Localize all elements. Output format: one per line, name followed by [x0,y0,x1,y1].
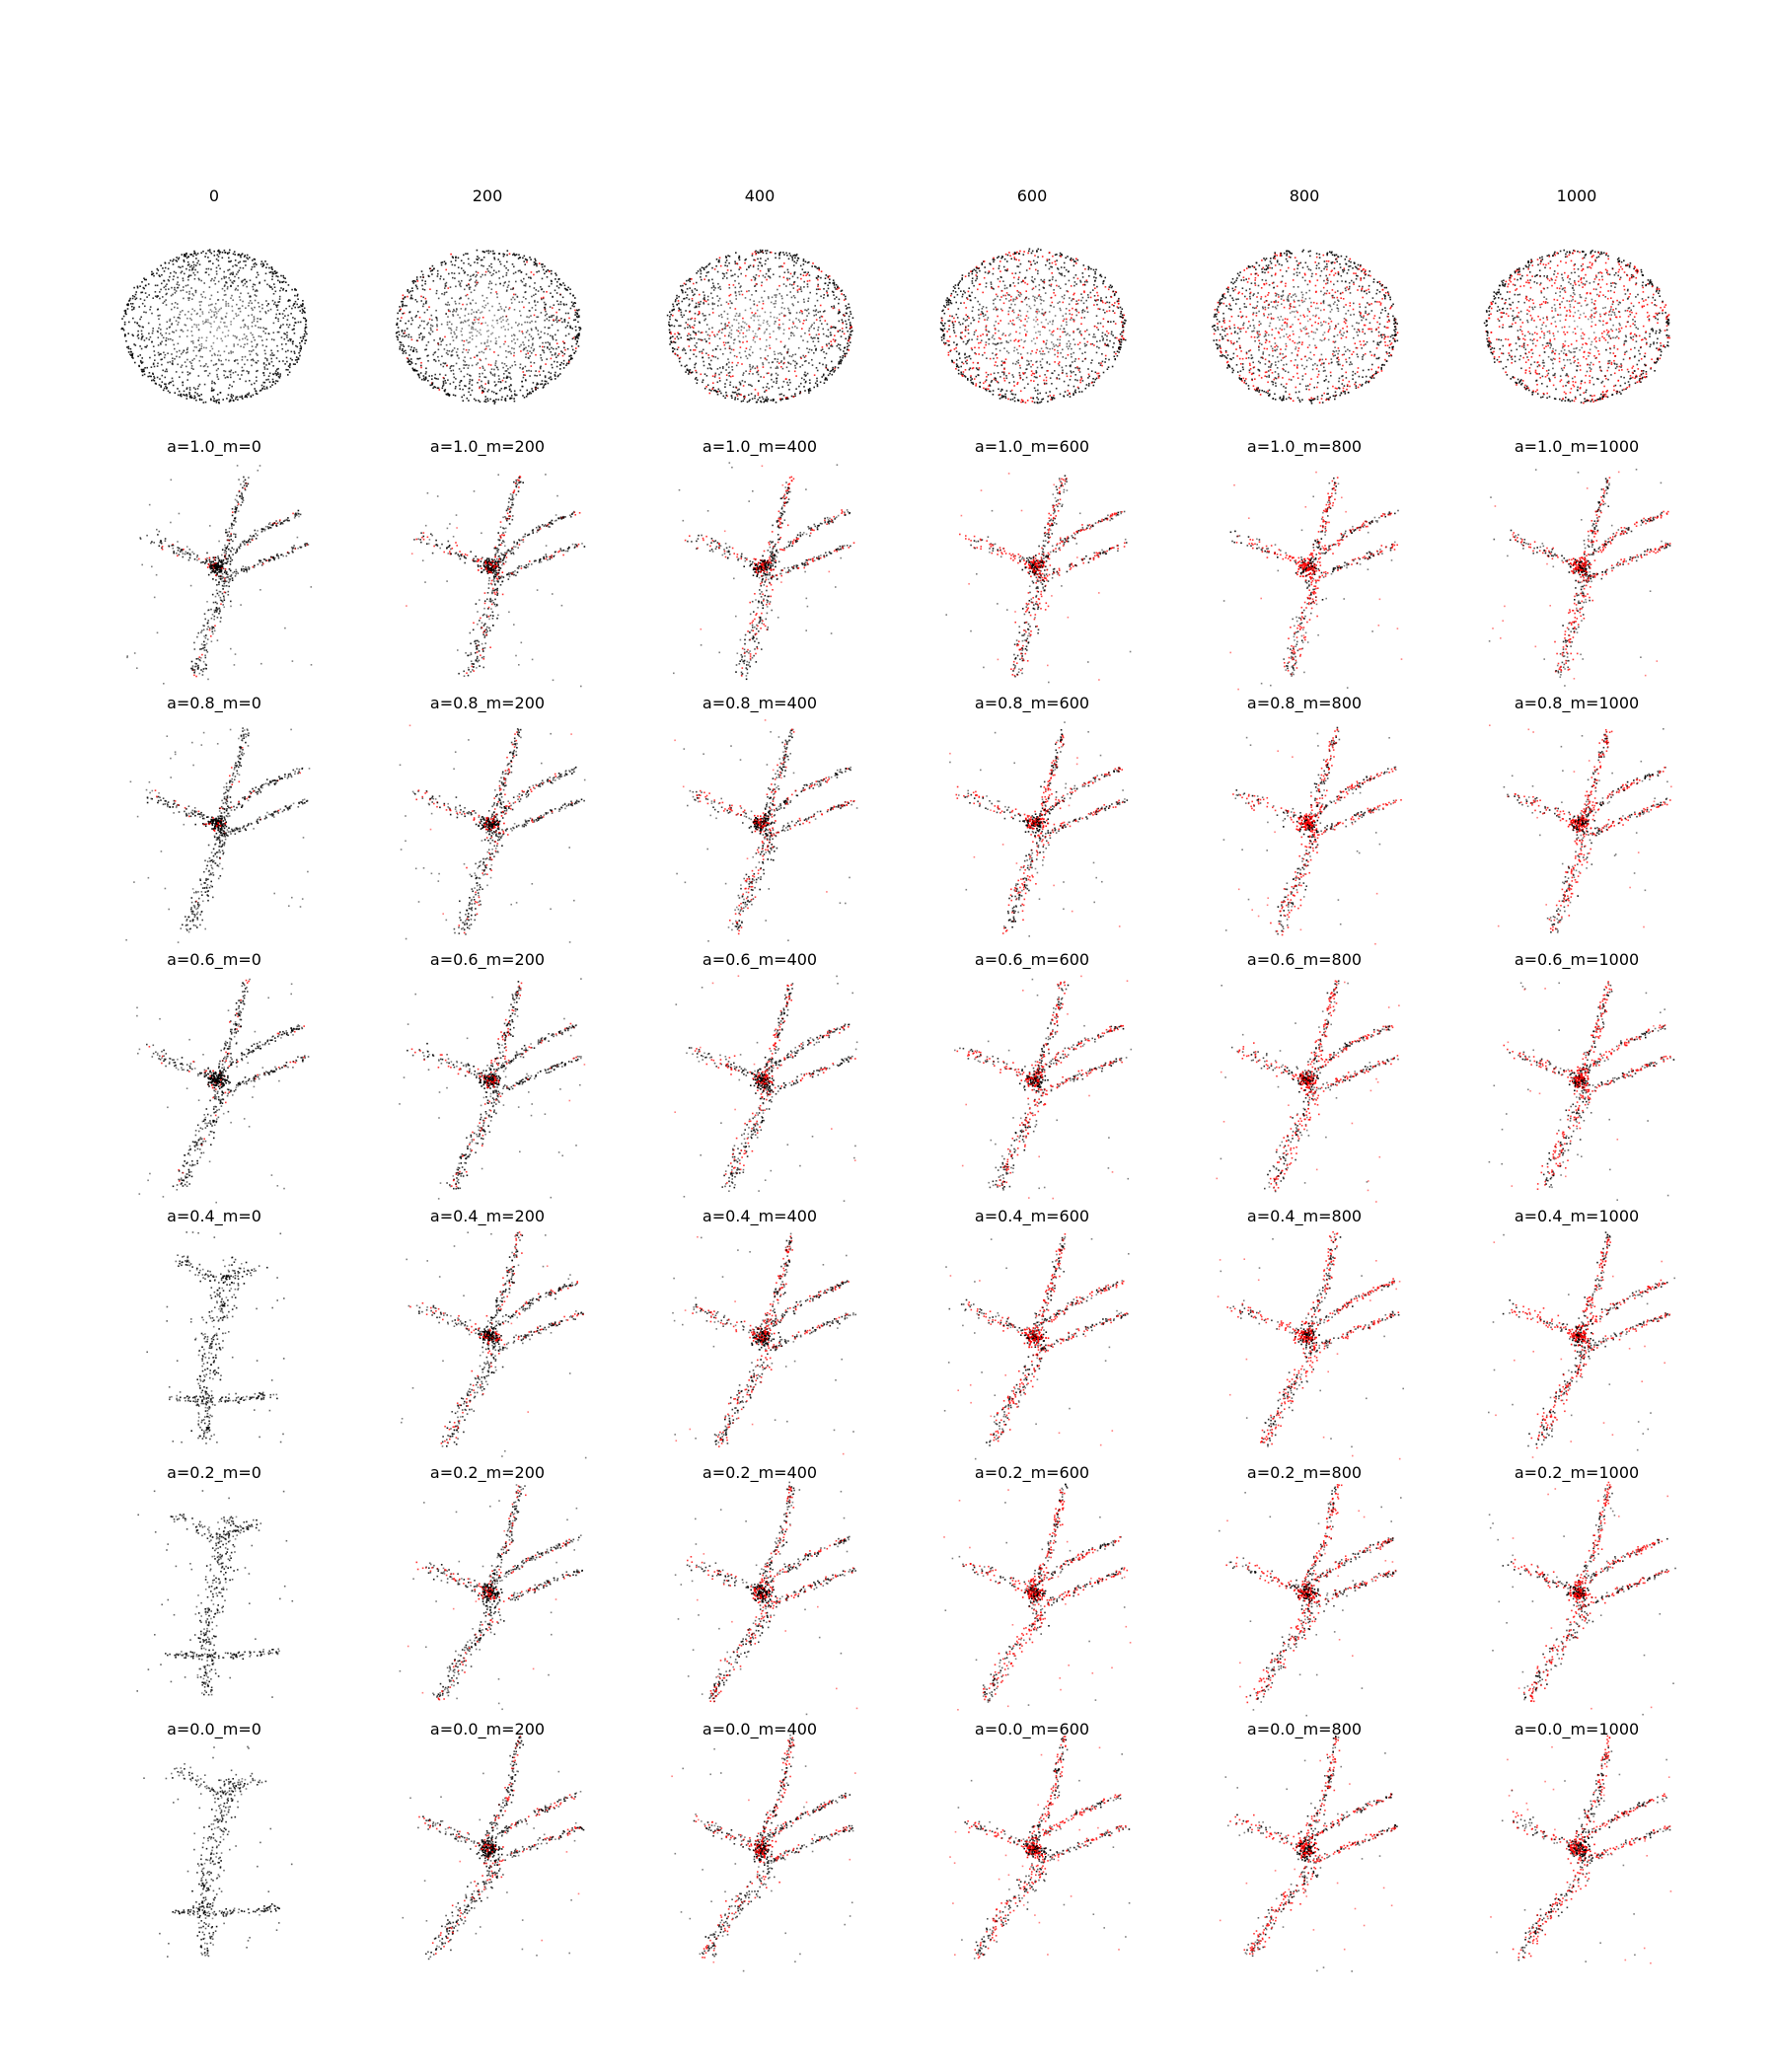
panel-title: a=1.0_m=1000 [1515,437,1639,457]
panel-title: a=0.2_m=400 [703,1463,817,1483]
panel-title: a=0.4_m=800 [1247,1207,1362,1226]
panel-title: a=0.2_m=0 [167,1463,261,1483]
panel-title: a=0.8_m=800 [1247,694,1362,713]
panel-title: a=0.2_m=200 [430,1463,545,1483]
panel-title: a=0.2_m=1000 [1515,1463,1639,1483]
panel-title: a=0.6_m=400 [703,950,817,970]
panel-title: a=1.0_m=800 [1247,437,1362,457]
panel-title: a=0.8_m=200 [430,694,545,713]
panel-title: a=0.0_m=600 [975,1720,1089,1739]
panel-title: a=0.8_m=0 [167,694,261,713]
panel-title: a=0.4_m=200 [430,1207,545,1226]
panel-title: a=0.6_m=1000 [1515,950,1639,970]
panel-title: a=0.4_m=0 [167,1207,261,1226]
panel-title: a=0.6_m=200 [430,950,545,970]
panel-title: a=0.4_m=600 [975,1207,1089,1226]
panel-title: a=0.6_m=800 [1247,950,1362,970]
panel-title: a=0.0_m=400 [703,1720,817,1739]
iteration-label: 200 [473,186,503,205]
iteration-label: 1000 [1557,186,1597,205]
iteration-label: 0 [209,186,219,205]
panel-title: a=0.4_m=1000 [1515,1207,1639,1226]
panel-title: a=1.0_m=0 [167,437,261,457]
iteration-label: 800 [1290,186,1320,205]
panel-title: a=0.0_m=800 [1247,1720,1362,1739]
panel-title: a=0.8_m=600 [975,694,1089,713]
panel-title: a=1.0_m=400 [703,437,817,457]
panel-title: a=0.4_m=400 [703,1207,817,1226]
panel-title: a=0.2_m=800 [1247,1463,1362,1483]
panel-title: a=0.0_m=200 [430,1720,545,1739]
panel-title: a=0.6_m=0 [167,950,261,970]
panel-title: a=1.0_m=200 [430,437,545,457]
panel-title: a=0.6_m=600 [975,950,1089,970]
iteration-label: 400 [745,186,776,205]
iteration-label: 600 [1017,186,1048,205]
panel-title: a=0.2_m=600 [975,1463,1089,1483]
panel-title: a=0.0_m=0 [167,1720,261,1739]
panel-title: a=0.0_m=1000 [1515,1720,1639,1739]
panel-title: a=1.0_m=600 [975,437,1089,457]
panel-title: a=0.8_m=400 [703,694,817,713]
panel-title: a=0.8_m=1000 [1515,694,1639,713]
